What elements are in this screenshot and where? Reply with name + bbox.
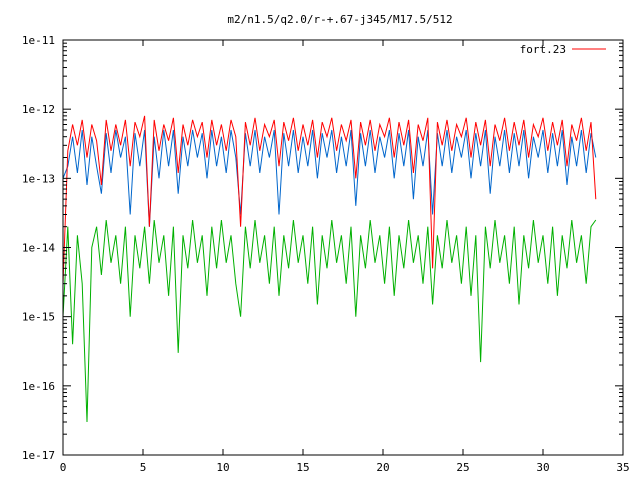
series-line <box>62 115 597 284</box>
axis-layer: 0 5 10 15 20 25 30 35 1e-17 1e-16 1e-15 1e-14 1e-13 1… <box>22 34 630 474</box>
y-tick-label: 1e-13 <box>22 172 55 185</box>
legend-label: fort.23 <box>520 43 566 56</box>
x-tick-label: 20 <box>376 461 389 474</box>
x-tick-label: 0 <box>60 461 67 474</box>
series-line <box>62 219 597 423</box>
x-tick-label: 15 <box>296 461 309 474</box>
x-tick-label: 35 <box>616 461 629 474</box>
series-line <box>62 129 597 227</box>
y-tick-label: 1e-12 <box>22 103 55 116</box>
x-tick-label: 10 <box>216 461 229 474</box>
y-tick-label: 1e-11 <box>22 34 55 47</box>
y-tick-label: 1e-15 <box>22 311 55 324</box>
x-tick-label: 25 <box>456 461 469 474</box>
y-tick-label: 1e-16 <box>22 380 55 393</box>
legend: fort.23 <box>520 43 606 56</box>
x-tick-label: 30 <box>536 461 549 474</box>
y-tick-label: 1e-14 <box>22 242 55 255</box>
x-tick-label: 5 <box>140 461 147 474</box>
y-tick-label: 1e-17 <box>22 449 55 462</box>
series-layer <box>62 115 597 423</box>
chart-title: m2/n1.5/q2.0/r-+.67-j345/M17.5/512 <box>227 13 452 26</box>
